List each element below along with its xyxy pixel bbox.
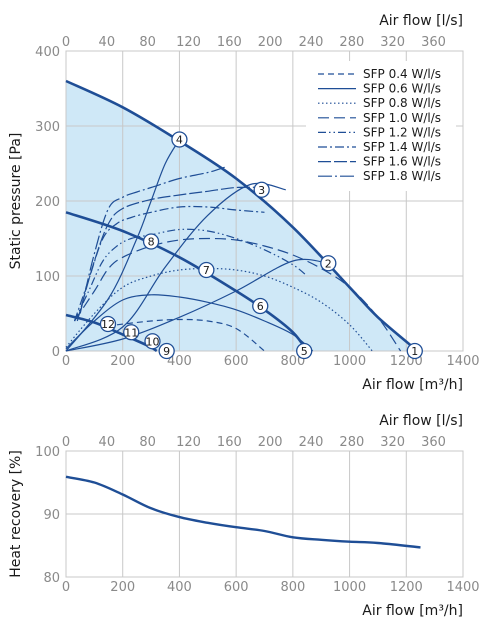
- fan-curve-2: [65, 211, 309, 352]
- point-marker: [296, 342, 313, 360]
- x-top-tick-label: 80: [139, 35, 156, 50]
- point-label: 7: [203, 264, 210, 277]
- x-tick-label: 400: [167, 580, 192, 595]
- point-label: 8: [148, 236, 155, 249]
- plot-frame: [65, 450, 464, 578]
- x-tick-label: 1200: [390, 580, 423, 595]
- point-marker: [171, 131, 188, 148]
- sfp-curve-8: [79, 166, 225, 314]
- point-marker: [123, 324, 140, 341]
- x-tick-label: 800: [280, 354, 305, 369]
- x-top-tick-label: 280: [339, 435, 364, 450]
- x-top-tick-label: 320: [380, 35, 405, 50]
- point-label: 4: [176, 134, 183, 147]
- point-marker: [198, 261, 215, 279]
- point-marker: [144, 333, 161, 350]
- y-tick-label: 200: [35, 195, 60, 210]
- y-tick-label: 100: [35, 270, 60, 285]
- x-top-tick-label: 320: [380, 435, 405, 450]
- sfp-curve-5: [73, 228, 308, 322]
- system-curve-1: [65, 258, 329, 352]
- x-top-tick-label: 240: [299, 35, 324, 50]
- legend-background: [306, 61, 456, 191]
- legend-entry: SFP 0.8 W/l/s: [363, 96, 441, 110]
- x-top-tick-label: 120: [176, 35, 201, 50]
- x-top-tick-label: 280: [339, 35, 364, 50]
- legend-entry: SFP 1.4 W/l/s: [363, 140, 441, 154]
- y-axis-label: Heat recovery [%]: [8, 450, 24, 578]
- x-top-tick-label: 80: [139, 435, 156, 450]
- legend-entry: SFP 1.8 W/l/s: [363, 169, 441, 183]
- point-marker: [142, 233, 160, 250]
- x-top-tick-label: 120: [176, 435, 201, 450]
- x-tick-label: 1400: [446, 354, 479, 369]
- x-tick-label: 600: [224, 580, 249, 595]
- y-tick-label: 0: [52, 345, 60, 360]
- x-top-tick-label: 160: [217, 35, 242, 50]
- point-label: 2: [325, 257, 332, 270]
- x-top-tick-label: 200: [258, 435, 283, 450]
- point-label: 11: [124, 326, 138, 339]
- x-axis-label: Air flow [m³/h]: [362, 603, 463, 619]
- x-tick-label: 0: [62, 354, 70, 369]
- heat-recovery-line: [65, 475, 421, 549]
- system-curve-2: [65, 182, 286, 352]
- point-label: 9: [163, 345, 170, 358]
- point-label: 12: [101, 318, 115, 331]
- x-top-tick-label: 0: [62, 435, 70, 450]
- x-top-tick-label: 360: [421, 35, 446, 50]
- point-marker: [158, 342, 175, 360]
- sfp-curve-1: [116, 318, 265, 352]
- point-marker: [320, 255, 337, 272]
- point-label: 5: [301, 345, 308, 358]
- x-tick-label: 1000: [333, 580, 366, 595]
- sfp-curve-2: [65, 294, 314, 352]
- x-top-tick-label: 240: [299, 435, 324, 450]
- point-marker: [99, 315, 117, 333]
- point-marker: [406, 342, 423, 360]
- y-tick-label: 90: [43, 508, 60, 523]
- plot-frame: [65, 50, 464, 352]
- x-top-tick-label: 200: [258, 35, 283, 50]
- legend-entry: SFP 0.4 W/l/s: [363, 67, 441, 81]
- legend-entry: SFP 1.2 W/l/s: [363, 125, 441, 139]
- y-tick-label: 100: [35, 445, 60, 460]
- legend-entry: SFP 1.0 W/l/s: [363, 111, 441, 125]
- y-tick-label: 300: [35, 120, 60, 135]
- x-tick-label: 600: [224, 354, 249, 369]
- x-tick-label: 0: [62, 580, 70, 595]
- x-top-tick-label: 160: [217, 435, 242, 450]
- x-axis-label: Air flow [m³/h]: [362, 377, 463, 393]
- point-label: 6: [257, 300, 264, 313]
- legend-entry: SFP 0.6 W/l/s: [363, 82, 441, 96]
- system-curve-3: [65, 139, 180, 352]
- point-marker: [253, 181, 270, 198]
- point-marker: [252, 297, 269, 315]
- x-tick-label: 200: [110, 354, 135, 369]
- fan-curve-1: [65, 79, 419, 352]
- x-top-tick-label: 0: [62, 35, 70, 50]
- x-tick-label: 1400: [446, 580, 479, 595]
- point-label: 1: [411, 345, 418, 358]
- x-tick-label: 1000: [333, 354, 366, 369]
- y-tick-label: 80: [43, 571, 60, 586]
- x-top-tick-label: 40: [99, 435, 116, 450]
- y-tick-label: 400: [35, 45, 60, 60]
- x-tick-label: 200: [110, 580, 135, 595]
- x-top-tick-label: 40: [99, 35, 116, 50]
- x-top-tick-label: 360: [421, 435, 446, 450]
- sfp-curve-4: [73, 237, 402, 352]
- point-label: 3: [258, 184, 265, 197]
- y-axis-label: Static pressure [Pa]: [8, 133, 24, 270]
- x-top-axis-label: Air flow [l/s]: [379, 413, 463, 429]
- legend-entry: SFP 1.6 W/l/s: [363, 155, 441, 169]
- x-tick-label: 800: [280, 580, 305, 595]
- x-top-axis-label: Air flow [l/s]: [379, 13, 463, 29]
- x-tick-label: 400: [167, 354, 192, 369]
- sfp-curve-3: [65, 267, 373, 352]
- point-label: 10: [145, 335, 159, 348]
